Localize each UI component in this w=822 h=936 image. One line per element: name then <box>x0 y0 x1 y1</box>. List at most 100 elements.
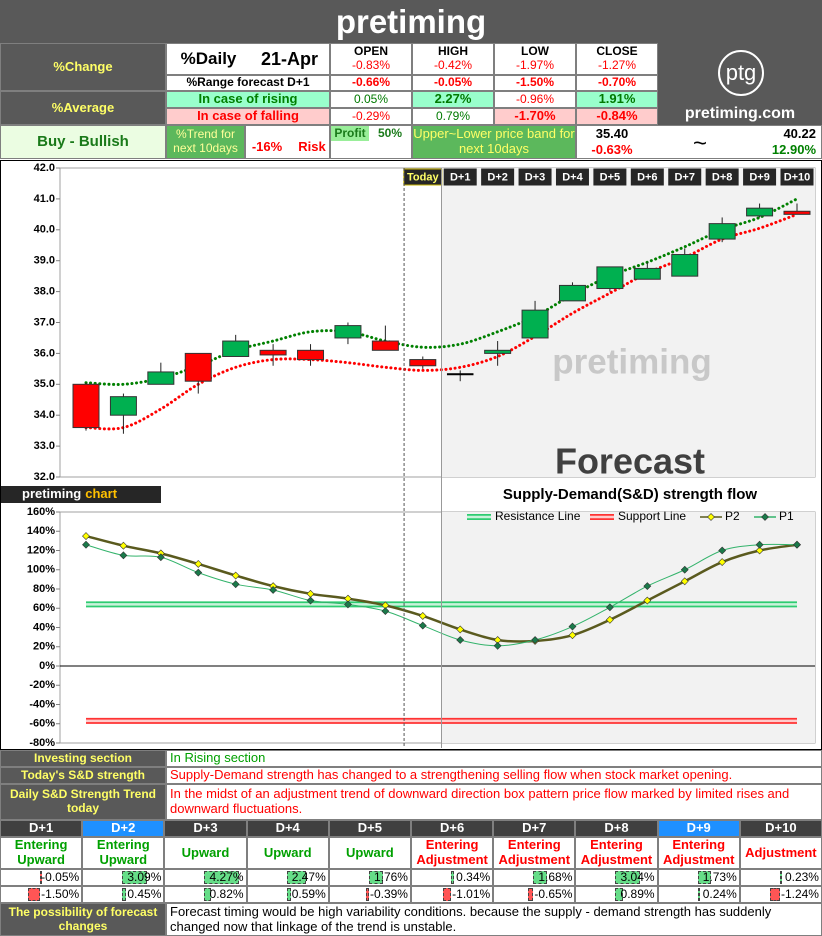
data-bar <box>451 871 454 884</box>
value-cell <box>575 886 658 903</box>
value-label: 0.23% <box>784 869 819 884</box>
y-tick-label: 160% <box>27 506 55 518</box>
point-marker <box>643 582 652 591</box>
column-header: OPEN <box>330 43 412 59</box>
y-tick-label: 0% <box>39 660 55 672</box>
value-label: -0.39% <box>369 886 408 901</box>
data-bar <box>368 871 383 884</box>
value-cell <box>0 886 83 903</box>
candle-body <box>708 223 736 240</box>
value-cell <box>164 886 247 903</box>
candle-body <box>259 349 287 356</box>
x-tick-label: D+5 <box>600 171 621 183</box>
value-label: 4.27% <box>209 869 244 884</box>
value-label: -1.01% <box>452 886 491 901</box>
row-label: Today's S&D strength <box>0 767 166 784</box>
y-tick-label: 140% <box>27 525 55 537</box>
candle-body <box>671 254 699 277</box>
value-label: 1.76% <box>373 869 408 884</box>
row-text: In the midst of an adjustment trend of d… <box>166 784 822 820</box>
day-badge <box>555 168 589 186</box>
x-tick-label: D+2 <box>487 171 508 183</box>
data-bar <box>122 871 147 884</box>
value: -1.27% <box>576 58 658 75</box>
point-marker <box>755 540 764 549</box>
risk-label: Risk <box>298 138 326 154</box>
trend-label: Entering Adjustment <box>411 837 494 869</box>
point-marker <box>306 596 315 605</box>
candle-body <box>109 396 137 416</box>
y-tick-label: 100% <box>27 564 55 576</box>
value-cell <box>164 869 247 886</box>
value-cell <box>657 869 740 886</box>
candle-body <box>297 349 325 361</box>
data-bar <box>697 888 700 901</box>
candle-body <box>409 359 437 367</box>
logo-mark: ptg <box>718 50 764 96</box>
point-marker <box>493 641 502 650</box>
y-tick-label: 33.0 <box>34 440 55 452</box>
value-label: 1.68% <box>538 869 573 884</box>
row-text: In Rising section <box>166 750 822 767</box>
day-badge <box>780 168 814 186</box>
value: -0.66% <box>330 75 412 91</box>
row-label: In case of rising <box>166 91 330 108</box>
point-marker <box>755 546 764 555</box>
upper-change: 12.90% <box>771 141 816 157</box>
trend-label: Entering Upward <box>0 837 83 869</box>
value-cell <box>739 886 822 903</box>
value: 0.79% <box>412 108 494 125</box>
value-cell <box>0 869 83 886</box>
value-cell <box>246 886 329 903</box>
daily-label: %Daily <box>166 43 250 75</box>
day-badge <box>518 168 552 186</box>
value-label: -1.24% <box>780 886 819 901</box>
candle-body <box>484 349 512 354</box>
value: -1.97% <box>494 58 576 75</box>
candle-body <box>147 371 175 385</box>
value-cell <box>493 886 576 903</box>
point-marker <box>269 586 278 594</box>
upper: 40.22 <box>783 125 816 141</box>
point-marker <box>456 625 465 634</box>
x-tick-label: D+1 <box>450 171 471 183</box>
trend-label: Adjustment <box>739 837 822 869</box>
chart-title: Supply-Demand(S&D) strength flow <box>503 486 757 503</box>
value: 2.27% <box>412 91 494 108</box>
value-cell <box>411 869 494 886</box>
value-label: -0.05% <box>41 869 80 884</box>
value-label: 0.82% <box>209 886 244 901</box>
candle-body <box>746 207 774 217</box>
candle-body <box>596 266 624 290</box>
legend-label: P1 <box>779 509 794 523</box>
x-tick-label: Today <box>407 171 439 183</box>
risk-cell <box>245 125 330 159</box>
label-box <box>1 486 161 503</box>
point-marker <box>531 636 539 644</box>
row-text: Supply-Demand strength has changed to a … <box>166 767 822 784</box>
y-tick-label: 20% <box>33 641 55 653</box>
legend-label: Resistance Line <box>495 509 581 523</box>
candle-body <box>72 383 100 429</box>
value: -0.96% <box>494 91 576 108</box>
value: -0.42% <box>412 58 494 75</box>
separator: ~ <box>692 130 707 158</box>
column-header: HIGH <box>412 43 494 59</box>
point-marker <box>82 540 90 549</box>
legend-label: Support Line <box>618 509 686 523</box>
data-bar <box>365 888 369 901</box>
row-text: Forecast timing would be high variabilit… <box>166 903 822 936</box>
value-label: 0.34% <box>456 869 491 884</box>
x-tick-label: D+8 <box>712 171 733 183</box>
value-cell <box>82 869 165 886</box>
value-cell <box>657 886 740 903</box>
trend-label: %Trend for next 10days <box>166 125 245 159</box>
point-marker <box>231 571 240 580</box>
value-label: 0.89% <box>620 886 655 901</box>
row-label: Daily S&D Strength Trend today <box>0 784 166 820</box>
point-marker <box>381 607 390 616</box>
value-cell <box>246 869 329 886</box>
value-label: -1.50% <box>41 886 80 901</box>
trend-label: Entering Upward <box>82 837 165 869</box>
day-header: D+9 <box>657 820 740 837</box>
